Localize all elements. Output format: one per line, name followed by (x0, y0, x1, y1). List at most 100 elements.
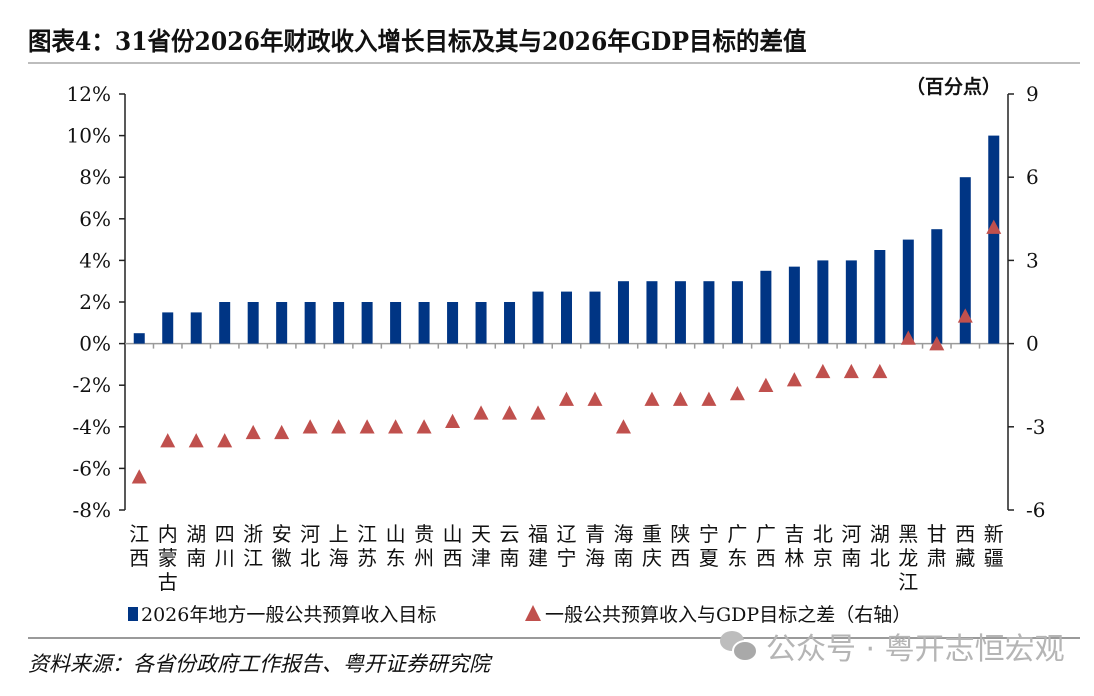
marker-海南 (615, 419, 631, 434)
x-tick-label: 辽宁 (557, 522, 577, 570)
x-tick-label: 江西 (129, 522, 149, 570)
legend-triangle-swatch (525, 605, 541, 621)
right-axis-tick-label: 9 (1026, 82, 1039, 106)
marker-湖南 (188, 433, 204, 448)
x-tick-label: 天津 (471, 522, 491, 570)
x-axis-labels: 江西内蒙古湖南四川浙江安徽河北上海江苏山东贵州山西天津云南福建辽宁青海海南重庆陕… (129, 522, 1004, 594)
marker-广西 (758, 377, 774, 392)
x-tick-label: 福建 (528, 522, 548, 570)
bar-上海 (333, 302, 345, 344)
x-tick-label: 四川 (215, 522, 235, 570)
bar-新疆 (988, 135, 1000, 344)
legend-bar-swatch (128, 607, 138, 621)
bar-江苏 (361, 302, 373, 344)
x-tick-label: 陕西 (670, 522, 690, 570)
x-tick-label: 云南 (500, 522, 520, 570)
bar-黑龙江 (902, 239, 914, 344)
bar-山东 (390, 302, 402, 344)
bar-天津 (475, 302, 487, 344)
x-tick-label: 湖北 (870, 522, 890, 570)
right-axis-tick-label: 3 (1026, 248, 1039, 272)
bar-云南 (504, 302, 516, 344)
bar-河北 (304, 302, 316, 344)
x-tick-label: 江苏 (357, 522, 377, 570)
x-tick-label: 内蒙古 (158, 522, 178, 594)
bar-广东 (731, 281, 743, 344)
x-tick-label: 安徽 (272, 522, 292, 570)
x-tick-label: 甘肃 (927, 522, 947, 570)
marker-浙江 (245, 424, 261, 440)
left-axis: 12% 10% 8% 6% 4% 2% 0% -2% -4% -6% -8% (67, 82, 1008, 522)
bar-西藏 (959, 177, 971, 344)
marker-山东 (388, 419, 404, 434)
left-axis-tick-label: -2% (73, 373, 112, 397)
x-tick-label: 青海 (585, 522, 605, 570)
left-axis-tick-label: 2% (79, 290, 111, 314)
bar-河南 (845, 260, 857, 344)
marker-广东 (729, 386, 745, 401)
x-tick-label: 宁夏 (699, 522, 719, 570)
x-tick-label: 山西 (443, 522, 463, 570)
bar-series (133, 135, 1000, 344)
marker-北京 (815, 363, 831, 379)
bar-贵州 (418, 302, 430, 344)
chart: 12% 10% 8% 6% 4% 2% 0% -2% -4% -6% -8% 9 6 3 0 -3 -6 江西… (67, 75, 1046, 626)
bar-福建 (532, 291, 544, 344)
right-axis-tick-label: -6 (1026, 498, 1045, 522)
bar-北京 (817, 260, 829, 344)
marker-辽宁 (559, 391, 574, 406)
left-axis-tick-label: 8% (79, 165, 111, 189)
triangle-series (131, 219, 1002, 484)
left-axis-tick-label: -4% (73, 415, 112, 439)
marker-云南 (502, 405, 518, 420)
bar-江西 (133, 333, 145, 344)
bar-海南 (617, 281, 629, 344)
watermark-text: 公众号 · 粤开志恒宏观 (766, 632, 1065, 667)
marker-贵州 (416, 419, 432, 434)
left-axis-tick-label: -8% (73, 498, 112, 522)
x-tick-label: 山东 (386, 522, 406, 570)
marker-内蒙古 (160, 433, 176, 448)
marker-青海 (587, 391, 603, 406)
x-tick-label: 北京 (813, 522, 833, 570)
chart-title: 图表4：31省份2026年财政收入增长目标及其与2026年GDP目标的差值 (28, 27, 807, 56)
bar-浙江 (247, 302, 259, 344)
marker-宁夏 (701, 391, 717, 406)
wechat-icon (720, 631, 758, 662)
marker-陕西 (672, 391, 688, 406)
right-axis-tick-label: -3 (1026, 415, 1045, 439)
bar-山西 (447, 302, 459, 344)
marker-山西 (445, 413, 461, 429)
marker-新疆 (986, 219, 1002, 234)
x-tick-label: 上海 (329, 522, 349, 570)
bar-陕西 (674, 281, 686, 344)
source-divider (28, 637, 1080, 639)
left-axis-tick-label: 6% (79, 207, 111, 231)
x-tick-label: 湖南 (186, 522, 206, 570)
x-tick-label: 河北 (300, 522, 320, 570)
x-tick-label: 重庆 (642, 522, 662, 570)
legend-triangle-label: 一般公共预算收入与GDP目标之差（右轴） (545, 604, 911, 626)
x-tick-label: 河南 (841, 522, 861, 570)
x-tick-label: 新疆 (984, 522, 1004, 570)
legend-bar-label: 2026年地方一般公共预算收入目标 (141, 604, 436, 626)
watermark: 公众号 · 粤开志恒宏观 (720, 624, 1065, 668)
x-tick-label: 西藏 (955, 522, 975, 570)
bar-内蒙古 (162, 312, 174, 344)
marker-甘肃 (929, 336, 945, 351)
bar-广西 (760, 270, 772, 344)
source-note: 资料来源：各省份政府工作报告、粤开证券研究院 (28, 652, 490, 676)
right-axis: 9 6 3 0 -3 -6 (1007, 82, 1045, 522)
bar-甘肃 (931, 229, 943, 344)
bar-重庆 (646, 281, 658, 344)
x-tick-label: 吉林 (784, 522, 804, 570)
marker-安徽 (274, 424, 290, 440)
x-tick-label: 贵州 (414, 522, 434, 570)
left-axis-tick-label: 12% (67, 82, 111, 106)
title-divider (28, 62, 1080, 64)
marker-四川 (217, 433, 233, 448)
left-axis-tick-label: 10% (67, 124, 111, 148)
right-axis-tick-label: 0 (1026, 332, 1039, 356)
bar-四川 (219, 302, 231, 344)
legend: 2026年地方一般公共预算收入目标 一般公共预算收入与GDP目标之差（右轴） (128, 604, 911, 626)
